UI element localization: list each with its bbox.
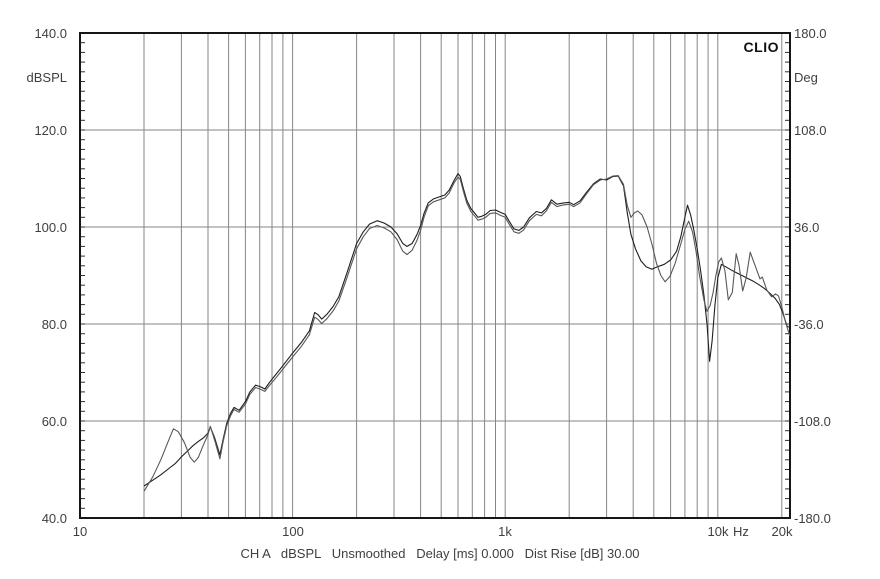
x-tick-label: 10k bbox=[707, 524, 729, 539]
y-tick-label-left: 80.0 bbox=[41, 317, 67, 332]
y-tick-label-right: 36.0 bbox=[794, 220, 820, 235]
x-tick-label: 1k bbox=[498, 524, 512, 539]
spl-trace-2 bbox=[143, 175, 791, 492]
x-tick-label: Hz bbox=[733, 524, 749, 539]
x-tick-label: 20k bbox=[771, 524, 793, 539]
y-tick-label-left: 60.0 bbox=[41, 414, 67, 429]
y-tick-label-left: 120.0 bbox=[34, 123, 67, 138]
y-tick-label-right: 180.0 bbox=[794, 26, 827, 41]
left-axis-unit: dBSPL bbox=[26, 70, 67, 85]
y-tick-label-left: 40.0 bbox=[41, 511, 67, 526]
y-tick-label-right: 108.0 bbox=[794, 123, 827, 138]
right-axis-unit: Deg bbox=[794, 70, 818, 85]
spl-trace-1 bbox=[143, 173, 790, 487]
x-tick-label: 100 bbox=[282, 524, 304, 539]
y-tick-label-right: -180.0 bbox=[794, 511, 831, 526]
y-tick-label-left: 140.0 bbox=[34, 26, 67, 41]
y-tick-label-right: -36.0 bbox=[794, 317, 824, 332]
x-tick-label: 10 bbox=[72, 524, 88, 539]
y-tick-label-left: 100.0 bbox=[34, 220, 67, 235]
measurement-settings-caption: CH A dBSPL Unsmoothed Delay [ms] 0.000 D… bbox=[240, 546, 640, 561]
y-tick-label-right: -108.0 bbox=[794, 414, 831, 429]
clio-logo: CLIO bbox=[743, 39, 779, 55]
